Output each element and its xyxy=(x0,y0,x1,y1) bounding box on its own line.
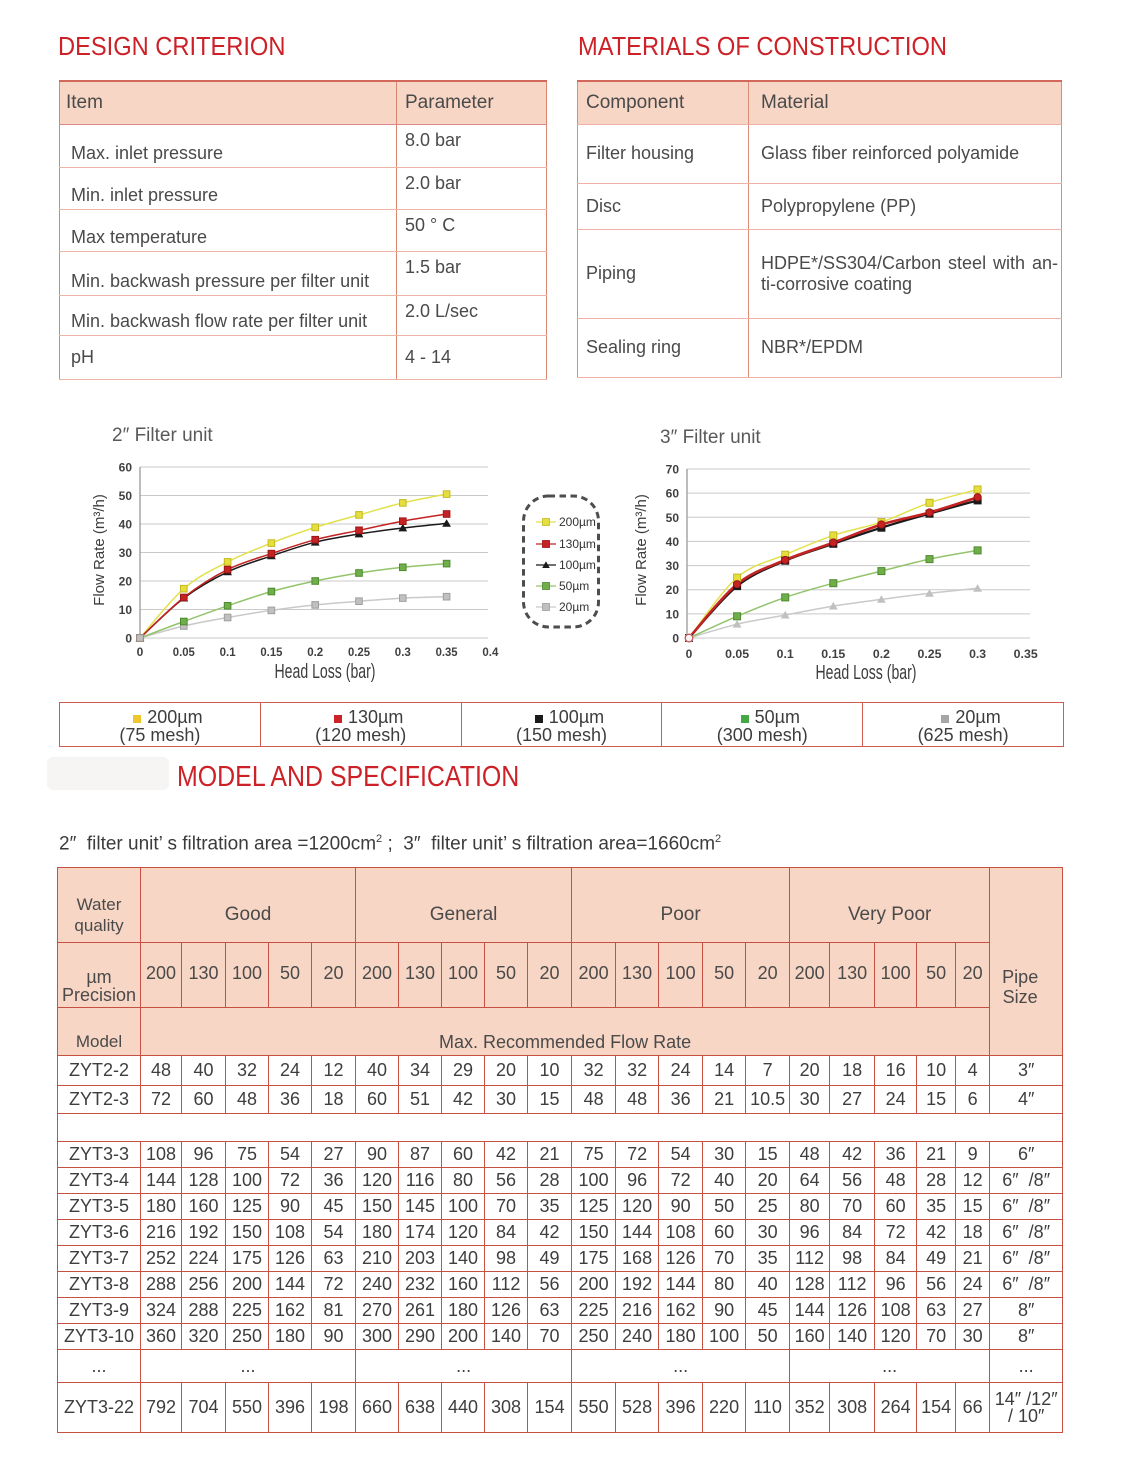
svg-text:0.2: 0.2 xyxy=(307,645,323,659)
svg-text:10: 10 xyxy=(119,603,133,617)
svg-text:0: 0 xyxy=(137,645,144,659)
svg-text:Flow Rate (m³/h): Flow Rate (m³/h) xyxy=(91,494,108,606)
svg-text:130µm: 130µm xyxy=(559,537,596,551)
svg-text:20: 20 xyxy=(666,583,680,597)
svg-text:0.2: 0.2 xyxy=(873,647,890,661)
svg-text:50: 50 xyxy=(666,511,680,525)
svg-text:Flow Rate (m³/h): Flow Rate (m³/h) xyxy=(633,494,650,606)
svg-text:0.1: 0.1 xyxy=(220,645,236,659)
svg-text:0.25: 0.25 xyxy=(348,645,370,659)
svg-text:0.05: 0.05 xyxy=(725,647,749,661)
svg-text:0.25: 0.25 xyxy=(918,647,942,661)
svg-text:20: 20 xyxy=(119,575,133,589)
svg-text:10: 10 xyxy=(666,607,680,621)
svg-text:50µm: 50µm xyxy=(559,579,589,593)
svg-text:70: 70 xyxy=(666,463,680,477)
svg-text:Head Loss (bar): Head Loss (bar) xyxy=(275,661,376,683)
svg-text:0: 0 xyxy=(686,647,693,661)
svg-text:200µm: 200µm xyxy=(559,515,596,529)
svg-text:60: 60 xyxy=(119,461,133,475)
svg-text:0: 0 xyxy=(125,632,132,646)
svg-text:30: 30 xyxy=(119,546,133,560)
svg-text:30: 30 xyxy=(666,559,680,573)
svg-text:40: 40 xyxy=(119,518,133,532)
svg-text:2″ Filter unit: 2″ Filter unit xyxy=(112,425,213,446)
svg-text:50: 50 xyxy=(119,489,133,503)
svg-text:0.15: 0.15 xyxy=(821,647,845,661)
svg-text:0.05: 0.05 xyxy=(173,645,195,659)
svg-text:0.1: 0.1 xyxy=(777,647,794,661)
svg-text:0.3: 0.3 xyxy=(395,645,411,659)
svg-text:0.3: 0.3 xyxy=(969,647,986,661)
svg-text:0.4: 0.4 xyxy=(482,645,498,659)
svg-text:20µm: 20µm xyxy=(559,600,589,614)
svg-text:100µm: 100µm xyxy=(559,558,596,572)
svg-text:Head Loss (bar): Head Loss (bar) xyxy=(816,662,917,684)
svg-text:0.15: 0.15 xyxy=(260,645,282,659)
svg-text:40: 40 xyxy=(666,535,680,549)
svg-text:0.35: 0.35 xyxy=(436,645,458,659)
svg-text:3″ Filter unit: 3″ Filter unit xyxy=(660,427,761,448)
svg-text:0.35: 0.35 xyxy=(1014,647,1038,661)
svg-text:60: 60 xyxy=(666,487,680,501)
svg-text:0: 0 xyxy=(672,632,679,646)
